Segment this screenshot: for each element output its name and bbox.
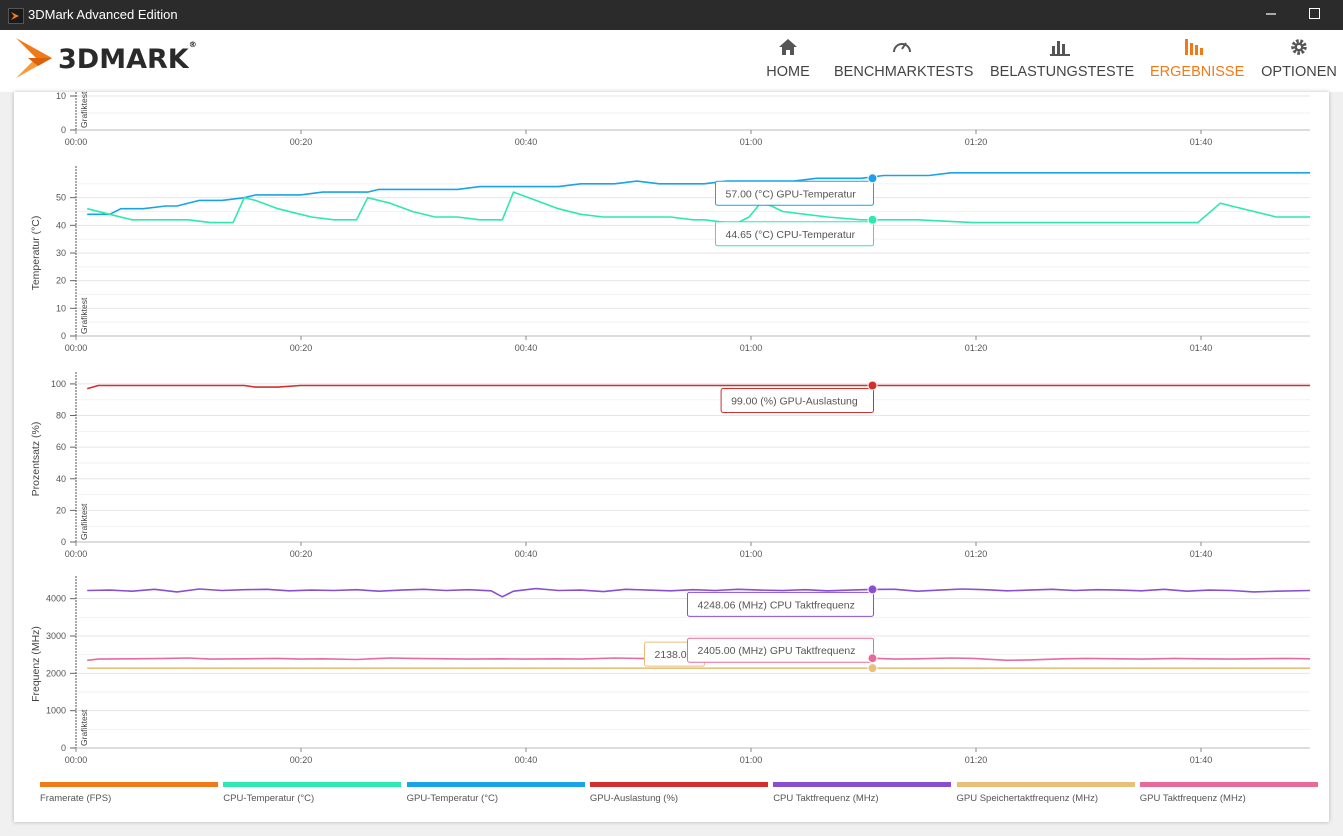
legend-swatch[interactable] xyxy=(406,782,585,787)
home-icon xyxy=(779,39,797,55)
legend-swatch[interactable] xyxy=(773,782,952,787)
legend-label[interactable]: GPU Taktfrequenz (MHz) xyxy=(1139,793,1246,804)
nav-benchmarktests[interactable]: BENCHMARKTESTS xyxy=(834,36,974,88)
legend-label[interactable]: CPU Taktfrequenz (MHz) xyxy=(773,793,879,804)
nav-optionen[interactable]: OPTIONEN xyxy=(1258,36,1340,88)
maximize-button[interactable] xyxy=(1309,8,1320,19)
minimize-button[interactable] xyxy=(1264,4,1278,22)
app-header: 3DMARK® HOME BENCHMARKTESTS BELASTUNGSTE… xyxy=(0,30,1343,92)
legend-label[interactable]: GPU Speichertaktfrequenz (MHz) xyxy=(956,793,1099,804)
nav-ergebnisse-label: ERGEBNISSE xyxy=(1150,64,1245,80)
legend-swatch[interactable] xyxy=(1139,782,1318,787)
legend-swatch[interactable] xyxy=(956,782,1135,787)
gauge-icon xyxy=(893,42,911,53)
logo-mark[interactable] xyxy=(14,36,60,85)
legend-label[interactable]: Framerate (FPS) xyxy=(40,793,112,804)
legend-swatch[interactable] xyxy=(223,782,402,787)
legend-label[interactable]: GPU-Auslastung (%) xyxy=(589,793,679,804)
legend-label[interactable]: CPU-Temperatur (°C) xyxy=(223,793,315,804)
nav-home-label: HOME xyxy=(766,64,810,80)
logo-text[interactable]: 3DMARK® xyxy=(58,40,197,75)
title-bar: 3DMark Advanced Edition xyxy=(0,0,1343,30)
left-gutter xyxy=(0,92,14,836)
nav-benchmarktests-label: BENCHMARKTESTS xyxy=(834,64,974,80)
legend-label[interactable]: GPU-Temperatur (°C) xyxy=(406,793,499,804)
nav-belastungsteste-label: BELASTUNGSTESTE xyxy=(990,64,1135,80)
bottom-gutter xyxy=(0,822,1343,836)
legend-swatch[interactable] xyxy=(40,782,218,787)
legend-swatch[interactable] xyxy=(589,782,768,787)
nav-home[interactable]: HOME xyxy=(762,36,814,88)
nav-ergebnisse[interactable]: ERGEBNISSE xyxy=(1150,36,1245,88)
app-icon xyxy=(8,8,24,24)
bar-chart-icon xyxy=(1050,41,1070,56)
results-icon xyxy=(1185,39,1203,55)
nav-optionen-label: OPTIONEN xyxy=(1261,64,1337,80)
nav-belastungsteste[interactable]: BELASTUNGSTESTE xyxy=(990,36,1135,88)
gear-icon xyxy=(1291,39,1307,55)
window-title: 3DMark Advanced Edition xyxy=(28,7,178,22)
results-panel xyxy=(14,92,1329,822)
right-gutter xyxy=(1329,92,1343,836)
